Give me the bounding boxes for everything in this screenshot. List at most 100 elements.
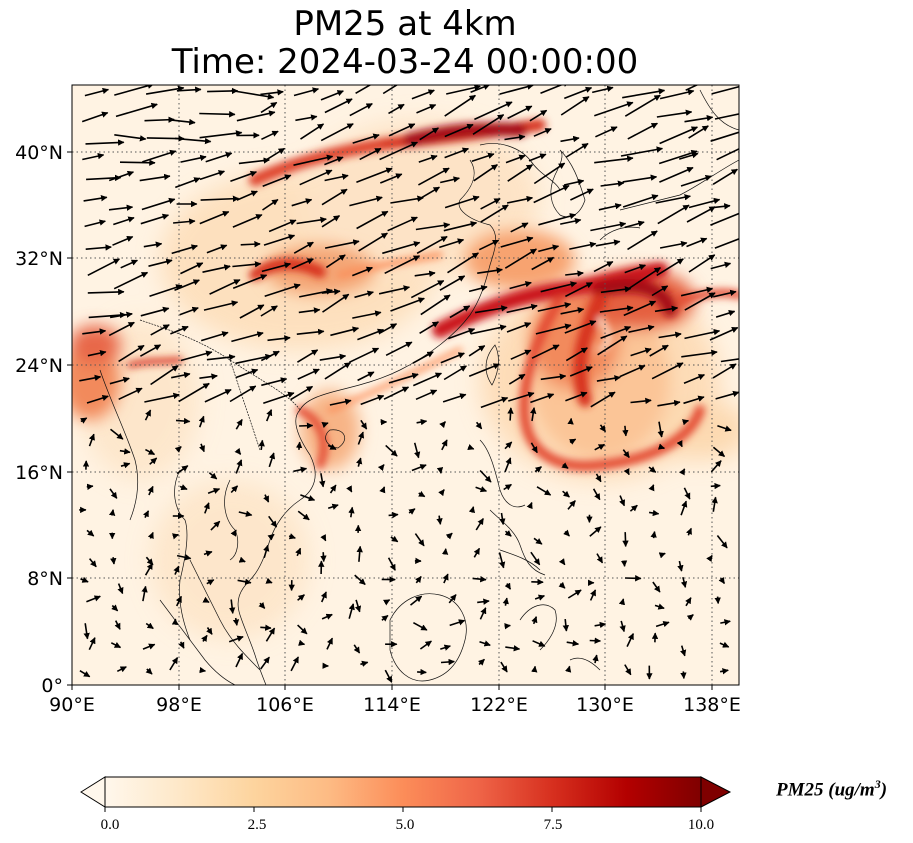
wind-arrow: [418, 490, 426, 498]
wind-arrow: [648, 509, 660, 517]
wind-arrow: [262, 174, 292, 187]
wind-arrow: [624, 264, 647, 274]
wind-arrow: [264, 283, 301, 297]
wind-arrow: [657, 421, 664, 438]
wind-arrow: [198, 415, 205, 428]
wind-arrow: [600, 286, 632, 294]
wind-arrow: [238, 556, 246, 563]
wind-arrow: [204, 388, 232, 403]
wind-arrow: [654, 603, 665, 610]
wind-arrow: [297, 510, 310, 521]
wind-arrow: [560, 96, 590, 116]
wind-arrow: [110, 557, 117, 565]
wind-arrow: [261, 262, 292, 273]
wind-arrow: [82, 328, 107, 335]
wind-arrow: [232, 274, 268, 289]
wind-arrow: [444, 94, 476, 117]
wind-arrow: [236, 190, 258, 201]
wind-arrow: [685, 85, 699, 91]
wind-arrow: [329, 398, 352, 406]
wind-arrow: [357, 431, 365, 445]
wind-arrow: [330, 326, 360, 337]
wind-arrow: [506, 303, 538, 314]
wind-arrow: [321, 613, 333, 620]
wind-arrow: [532, 640, 546, 647]
wind-arrow: [80, 417, 88, 424]
wind-arrow: [533, 184, 570, 204]
wind-arrow: [716, 147, 739, 161]
wind-arrow: [444, 147, 469, 159]
wind-arrow: [712, 363, 737, 379]
wind-arrow: [590, 221, 627, 232]
colorbar-tick-label: 5.0: [396, 817, 415, 833]
x-tick-label: 90°E: [49, 694, 95, 716]
wind-arrow: [470, 324, 507, 335]
wind-arrow: [360, 660, 369, 667]
wind-arrow: [144, 409, 152, 421]
wind-arrow: [594, 621, 607, 629]
wind-arrow: [86, 394, 109, 404]
wind-arrow: [170, 325, 189, 335]
wind-arrow: [87, 288, 125, 296]
wind-arrow: [118, 387, 143, 401]
wind-arrow: [379, 141, 418, 161]
wind-arrow: [199, 373, 218, 380]
wind-arrow: [475, 486, 488, 493]
wind-arrow: [680, 500, 688, 516]
wind-arrow: [320, 552, 327, 563]
wind-arrow: [387, 216, 418, 232]
wind-arrow: [377, 464, 385, 472]
wind-arrow: [714, 237, 739, 249]
wind-arrow: [202, 596, 210, 604]
wind-arrow: [114, 85, 155, 96]
wind-arrow: [355, 85, 372, 94]
wind-arrow: [540, 85, 570, 94]
wind-arrow: [408, 508, 416, 515]
wind-arrow: [592, 488, 601, 501]
wind-arrow: [261, 130, 279, 141]
wind-arrow: [620, 146, 664, 157]
wind-arrow: [202, 264, 231, 273]
wind-arrow: [624, 220, 645, 229]
wind-arrow: [291, 258, 314, 270]
wind-arrow: [297, 594, 305, 601]
wind-arrow: [624, 664, 632, 676]
wind-arrow: [655, 194, 691, 204]
wind-arrow: [201, 634, 208, 642]
wind-arrow: [349, 195, 383, 207]
wind-arrow: [205, 151, 233, 163]
wind-arrow: [83, 623, 90, 640]
wind-arrow: [444, 123, 474, 138]
wind-arrow: [356, 210, 389, 230]
wind-arrow: [595, 239, 621, 247]
wind-arrow: [327, 443, 337, 451]
wind-arrow: [597, 335, 628, 356]
wind-arrow: [592, 85, 614, 94]
wind-arrow: [390, 195, 424, 204]
wind-arrow: [109, 376, 130, 385]
wind-arrow: [288, 533, 296, 540]
wind-arrow: [176, 554, 192, 561]
wind-arrow: [440, 176, 460, 184]
wind-arrow: [565, 665, 572, 673]
wind-arrow: [656, 109, 693, 118]
wind-arrow: [442, 393, 467, 403]
wind-arrow: [504, 134, 526, 141]
wind-arrow: [622, 532, 629, 548]
wind-arrow: [679, 468, 686, 476]
wind-arrow: [504, 248, 537, 269]
wind-arrow: [654, 305, 679, 313]
wind-arrow: [413, 442, 421, 459]
wind-arrow: [385, 444, 398, 457]
wind-arrow: [596, 553, 604, 564]
wind-arrow: [533, 162, 566, 185]
wind-arrow: [468, 363, 500, 378]
wind-arrow: [171, 371, 191, 379]
wind-arrow: [228, 635, 244, 643]
wind-arrow: [178, 382, 210, 403]
wind-arrow: [475, 421, 483, 430]
wind-arrow: [414, 270, 436, 277]
wind-arrow: [530, 407, 537, 422]
wind-arrow: [86, 529, 95, 537]
wind-arrow: [658, 552, 666, 559]
